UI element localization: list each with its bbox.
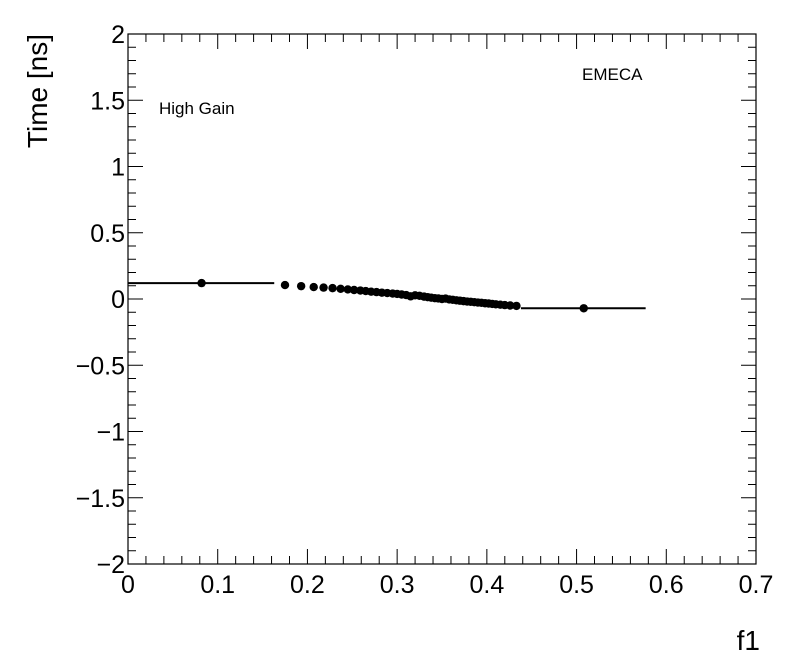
- data-point: [343, 285, 352, 294]
- x-tick-label: 0.2: [290, 571, 325, 599]
- data-point: [296, 281, 306, 291]
- data-point: [319, 283, 328, 292]
- x-tick-label: 0.6: [649, 571, 684, 599]
- y-tick-label: 1: [111, 154, 125, 182]
- y-tick-labels: −2 −1.5 −1 −0.5 0 0.5 1 1.5 2: [76, 21, 125, 579]
- x-tick-label: 0: [121, 571, 135, 599]
- x-tick-label: 0.1: [200, 571, 235, 599]
- x-tick-label: 0.5: [559, 571, 594, 599]
- y-tick-label: 0.5: [90, 220, 125, 248]
- y-tick-label: −2: [96, 551, 125, 579]
- plot-frame: [127, 33, 757, 565]
- y-tick-label: 0: [111, 286, 125, 314]
- y-tick-label: −1.5: [76, 485, 125, 513]
- x-tick-label: 0.3: [380, 571, 415, 599]
- y-axis-title: Time [ns]: [22, 34, 53, 148]
- x-tick-label: 0.4: [469, 571, 504, 599]
- data-point: [197, 278, 206, 288]
- annotation-emeca: EMECA: [582, 65, 643, 84]
- annotation-high-gain: High Gain: [159, 99, 235, 118]
- y-tick-label: 1.5: [90, 87, 125, 115]
- data-points: [197, 278, 588, 313]
- data-point: [309, 282, 318, 292]
- data-point: [579, 304, 588, 313]
- x-tick-label: 0.7: [739, 571, 774, 599]
- data-point: [336, 284, 345, 293]
- x-axis-title: f1: [737, 625, 760, 656]
- data-point: [349, 285, 359, 295]
- y-tick-label: −0.5: [76, 352, 125, 380]
- data-point: [512, 301, 521, 311]
- axis-ticks: [127, 33, 757, 565]
- x-tick-labels: 0 0.1 0.2 0.3 0.4 0.5 0.6 0.7: [121, 571, 773, 599]
- y-tick-label: 2: [111, 21, 125, 49]
- data-point: [505, 301, 515, 310]
- data-point: [280, 280, 290, 290]
- y-tick-label: −1: [96, 419, 125, 447]
- data-point: [328, 283, 337, 293]
